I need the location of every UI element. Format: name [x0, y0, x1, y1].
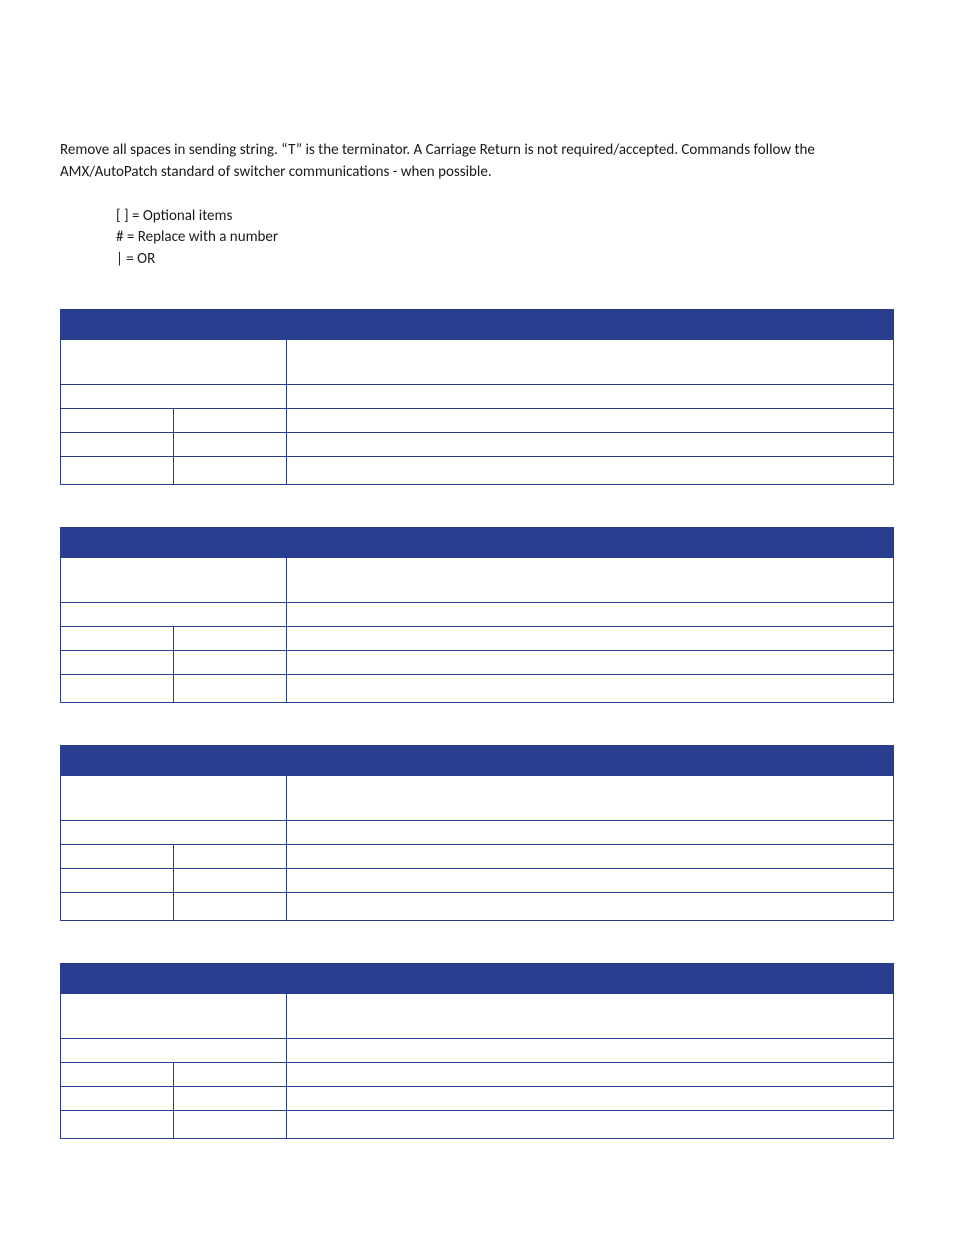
table-header-row [61, 309, 894, 339]
legend-line-2: # = Replace with a number [116, 227, 894, 249]
table-row [61, 432, 894, 456]
table-row [61, 1062, 894, 1086]
table-row [61, 993, 894, 1038]
table-row [61, 626, 894, 650]
table-row [61, 868, 894, 892]
table-header-row [61, 745, 894, 775]
table-row [61, 602, 894, 626]
command-table-4 [60, 963, 894, 1139]
table-header-row [61, 963, 894, 993]
legend-block: [ ] = Optional items # = Replace with a … [60, 206, 894, 271]
table-row [61, 844, 894, 868]
table-row [61, 384, 894, 408]
table-row [61, 650, 894, 674]
table-row [61, 892, 894, 920]
table-header-row [61, 527, 894, 557]
legend-line-1: [ ] = Optional items [116, 206, 894, 228]
table-row [61, 557, 894, 602]
table-row [61, 1038, 894, 1062]
command-table-3 [60, 745, 894, 921]
table-row [61, 456, 894, 484]
table-row [61, 1086, 894, 1110]
table-row [61, 775, 894, 820]
table-row [61, 408, 894, 432]
table-row [61, 1110, 894, 1138]
table-row [61, 820, 894, 844]
intro-paragraph: Remove all spaces in sending string. “T”… [60, 140, 894, 184]
table-row [61, 674, 894, 702]
legend-line-3: | = OR [116, 249, 894, 271]
table-row [61, 339, 894, 384]
command-table-1 [60, 309, 894, 485]
command-table-2 [60, 527, 894, 703]
